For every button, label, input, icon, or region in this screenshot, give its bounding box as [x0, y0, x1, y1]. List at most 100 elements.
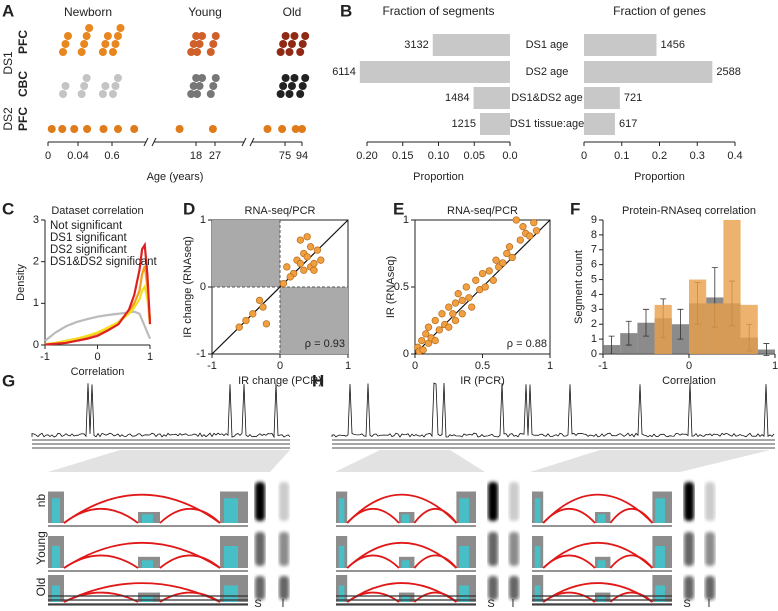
sample-dot	[206, 48, 215, 56]
point	[445, 323, 453, 331]
row-label: PFC	[16, 30, 30, 54]
y-tick-label: 8	[591, 229, 597, 241]
y-tick-label: 6	[591, 259, 597, 271]
junction-arc	[413, 507, 458, 524]
point	[489, 276, 497, 284]
panel-letter: E	[393, 199, 404, 218]
sample-dot	[130, 125, 139, 133]
x-tick-label: 0	[277, 360, 283, 372]
sample-dot	[285, 48, 294, 56]
chart-title: RNA-seq/PCR	[245, 205, 316, 217]
legend-entry: DS2 significant	[50, 244, 128, 256]
bar	[359, 61, 510, 83]
x-tick-label: 1	[147, 351, 153, 363]
sample-dot	[193, 90, 202, 98]
sample-dot	[175, 125, 184, 133]
count-label: 6114	[332, 66, 356, 78]
coverage-ir	[338, 546, 345, 568]
coverage-ir	[52, 546, 60, 568]
sample-dot	[59, 48, 67, 56]
group-label: Old	[283, 5, 302, 19]
gel-label: l	[282, 598, 284, 610]
sample-dot	[209, 82, 218, 90]
junction-arc	[159, 591, 221, 603]
point	[259, 303, 267, 311]
sample-dot	[189, 40, 198, 48]
point	[449, 310, 457, 318]
junction-arc	[413, 591, 458, 603]
coverage-ir	[142, 514, 153, 523]
point	[296, 236, 305, 244]
sample-dot	[291, 125, 300, 133]
coverage-ir	[52, 585, 60, 602]
point	[279, 280, 288, 288]
sample-dot	[187, 90, 196, 98]
sample-dot	[108, 90, 117, 98]
coverage-ir	[401, 560, 410, 568]
gel-label: S	[487, 598, 494, 610]
sample-dot	[111, 82, 120, 90]
x-tick-label: 0.4	[727, 150, 742, 162]
junction-arc	[346, 508, 400, 524]
row-label: CBC	[16, 71, 30, 97]
coverage-ir	[224, 546, 238, 568]
y-tick-label: 2	[591, 318, 597, 330]
gel-band	[705, 532, 715, 566]
sample-dot	[111, 40, 120, 48]
sample-dot	[113, 32, 122, 40]
dataset-label: DS1	[1, 51, 15, 75]
sample-dot	[59, 90, 67, 98]
junction-arc	[159, 554, 221, 569]
sample-dot	[189, 82, 198, 90]
gel-label: l	[512, 598, 514, 610]
point	[262, 320, 271, 328]
sample-dot	[263, 125, 272, 133]
row-label: PFC	[16, 107, 30, 131]
legend-entry: DS1 significant	[50, 232, 128, 244]
sample-dot	[195, 40, 204, 48]
row-label: Young	[34, 531, 48, 565]
annotation: ρ = 0.88	[507, 338, 547, 350]
sample-dot	[193, 48, 202, 56]
sample-dot	[82, 32, 91, 40]
coverage-ir	[655, 546, 665, 568]
point	[516, 236, 524, 244]
point	[418, 336, 426, 345]
gel-band	[509, 532, 519, 566]
x-axis-label: Correlation	[71, 366, 125, 378]
gel-band	[488, 482, 498, 521]
panel-letter: A	[2, 1, 14, 20]
y-tick-label: 0	[200, 281, 206, 293]
point	[435, 326, 443, 334]
x-tick-label: 18	[190, 150, 202, 162]
count-label: 1484	[445, 92, 469, 104]
count-label: 3132	[404, 39, 428, 51]
bar	[584, 34, 657, 56]
point	[526, 232, 534, 240]
x-tick-label: 0.5	[475, 360, 490, 372]
chart-title: Protein-RNAseq correlation	[622, 205, 756, 217]
coverage-ir	[655, 585, 665, 602]
sample-dot	[47, 125, 56, 133]
gel-band	[705, 482, 715, 521]
sample-dot	[301, 32, 310, 40]
annotation: ρ = 0.93	[305, 338, 345, 350]
point	[255, 296, 264, 305]
point	[472, 276, 480, 284]
coverage-ir	[459, 585, 469, 602]
sample-dot	[61, 40, 70, 48]
coverage-track	[31, 383, 291, 439]
panel-letter: H	[312, 371, 324, 390]
sample-dot	[77, 48, 86, 56]
gel-band	[488, 576, 498, 600]
group-label: Young	[188, 5, 222, 19]
chart-title: Dataset correlation	[51, 205, 143, 217]
error-bar	[643, 308, 649, 337]
point	[431, 336, 439, 345]
sample-dot	[98, 90, 107, 98]
point	[481, 283, 489, 291]
sample-dot	[279, 82, 288, 90]
y-tick-label: 9	[591, 214, 597, 226]
point	[313, 246, 322, 254]
